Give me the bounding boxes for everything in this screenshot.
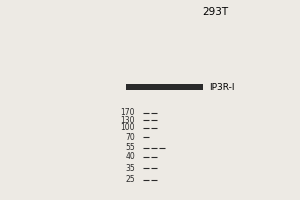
Text: 25: 25	[125, 175, 135, 184]
Text: 170: 170	[121, 108, 135, 117]
Text: IP3R-I: IP3R-I	[209, 83, 235, 92]
Text: 130: 130	[121, 116, 135, 125]
Text: 70: 70	[125, 133, 135, 142]
Text: 55: 55	[125, 143, 135, 152]
Text: 100: 100	[121, 123, 135, 132]
Text: 293T: 293T	[202, 7, 229, 17]
Text: 40: 40	[125, 152, 135, 161]
FancyBboxPatch shape	[126, 84, 203, 90]
Text: 35: 35	[125, 164, 135, 173]
